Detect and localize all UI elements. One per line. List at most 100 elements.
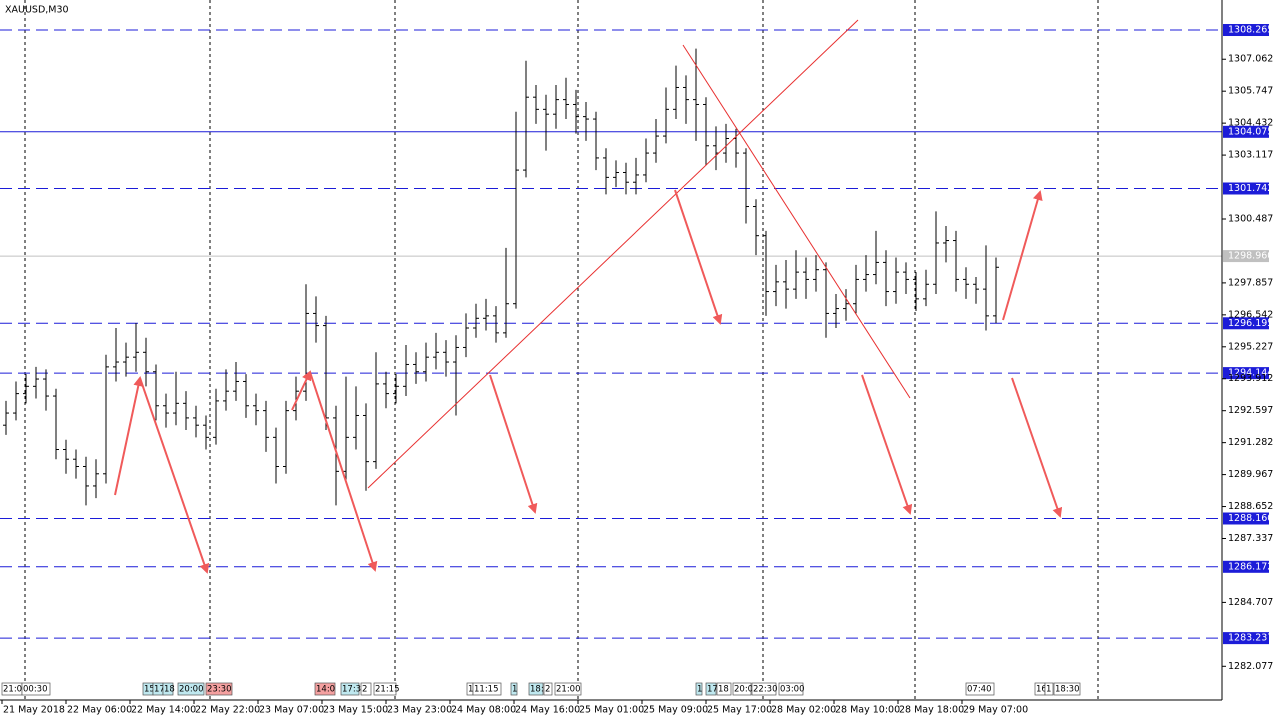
event-box	[162, 682, 174, 696]
event-box	[554, 682, 582, 696]
event-label: 18:	[530, 685, 544, 695]
event-box	[510, 682, 518, 696]
y-tick-label: 1297.857	[1228, 277, 1273, 288]
level-label-box	[1223, 24, 1269, 37]
event-label: 21:00	[556, 685, 581, 695]
x-tick-label: 23 May 15:00	[323, 705, 388, 716]
x-tick-label: 25 May 17:00	[707, 705, 772, 716]
chart-title: XAUUSD,M30	[5, 5, 69, 16]
event-label: 18	[164, 685, 175, 695]
level-label: 1294.144	[1228, 368, 1273, 379]
x-tick-label: 25 May 09:00	[643, 705, 708, 716]
event-box	[778, 682, 804, 696]
event-label: 14:0	[316, 685, 335, 695]
event-label: 16	[1036, 685, 1047, 695]
event-box	[205, 682, 233, 696]
y-tick-label: 1296.542	[1228, 309, 1273, 320]
event-box	[716, 682, 732, 696]
event-label: 23:30	[207, 685, 232, 695]
level-label: 1301.742	[1228, 183, 1273, 194]
y-tick-label: 1303.117	[1228, 150, 1273, 161]
event-box	[732, 682, 752, 696]
level-label-box	[1223, 512, 1269, 525]
drawings	[114, 19, 1063, 574]
event-box	[965, 682, 995, 696]
x-tick-label: 28 May 10:00	[835, 705, 900, 716]
event-box	[177, 682, 205, 696]
level-label: 1296.195	[1228, 318, 1273, 329]
event-label: 00:30	[23, 685, 48, 695]
event-label: 1	[512, 685, 517, 695]
event-label: 21:0	[3, 685, 22, 695]
event-label: 20:00	[179, 685, 204, 695]
y-tick-label: 1284.707	[1228, 597, 1273, 608]
level-label: 1308.265	[1228, 25, 1273, 36]
y-tick-label: 1295.227	[1228, 341, 1273, 352]
event-label: 21:15	[375, 685, 400, 695]
x-tick-label: 24 May 08:00	[451, 705, 516, 716]
event-label: 2	[545, 685, 550, 695]
y-tick-label: 1282.077	[1228, 661, 1273, 672]
x-tick-label: 23 May 07:00	[259, 705, 324, 716]
event-box	[695, 682, 703, 696]
event-box	[340, 682, 360, 696]
level-label-box	[1223, 250, 1269, 263]
event-box	[314, 682, 336, 696]
x-tick-label: 23 May 23:00	[387, 705, 452, 716]
event-label: 1	[1046, 685, 1051, 695]
level-label-box	[1223, 632, 1269, 645]
event-label: 2	[362, 685, 367, 695]
event-label: 17	[707, 685, 718, 695]
x-tick-label: 24 May 16:00	[515, 705, 580, 716]
level-label-box	[1223, 125, 1269, 138]
event-label: 22:30	[753, 685, 778, 695]
x-tick-label: 25 May 01:00	[579, 705, 644, 716]
y-tick-label: 1292.597	[1228, 405, 1273, 416]
event-label: 03:00	[780, 685, 805, 695]
event-box	[705, 682, 717, 696]
event-label: 1	[697, 685, 702, 695]
event-label: 18:30	[1055, 685, 1080, 695]
event-label: 20:0	[734, 685, 753, 695]
event-box	[21, 682, 51, 696]
level-label-box	[1223, 182, 1269, 195]
event-box	[751, 682, 777, 696]
event-label: 11:15	[474, 685, 499, 695]
level-label: 1283.237	[1228, 633, 1273, 644]
y-tick-label: 1289.967	[1228, 469, 1273, 480]
y-tick-label: 1288.652	[1228, 501, 1273, 512]
x-tick-label: 22 May 06:00	[67, 705, 132, 716]
event-box	[528, 682, 544, 696]
event-label: 17	[154, 685, 165, 695]
event-label: 15	[144, 685, 155, 695]
event-box	[373, 682, 397, 696]
y-tick-label: 1287.337	[1228, 533, 1273, 544]
event-box	[472, 682, 502, 696]
x-tick-label: 22 May 22:00	[195, 705, 260, 716]
event-box	[1053, 682, 1081, 696]
level-label: 1288.160	[1228, 513, 1273, 524]
event-box	[543, 682, 553, 696]
y-tick-label: 1291.282	[1228, 437, 1273, 448]
y-tick-label: 1307.062	[1228, 54, 1273, 65]
y-tick-label: 1293.912	[1228, 373, 1273, 384]
level-label-box	[1223, 317, 1269, 330]
level-label: 1286.172	[1228, 561, 1273, 572]
x-tick-label: 21 May 2018	[3, 705, 65, 716]
y-tick-label: 1304.432	[1228, 118, 1273, 129]
levels: 1308.265 1304.075 1301.742 1298.960 1296.195…	[0, 24, 1273, 645]
event-label: 1	[468, 685, 473, 695]
x-tick-label: 28 May 18:00	[899, 705, 964, 716]
event-label: 07:40	[967, 685, 992, 695]
event-label: 18	[718, 685, 729, 695]
x-tick-label: 28 May 02:00	[771, 705, 836, 716]
x-tick-label: 22 May 14:00	[131, 705, 196, 716]
y-tick-label: 1305.747	[1228, 86, 1273, 97]
level-label-box	[1223, 560, 1269, 573]
level-label-box	[1223, 367, 1269, 380]
event-box	[1044, 682, 1054, 696]
bars	[3, 48, 999, 506]
x-tick-label: 29 May 07:00	[963, 705, 1028, 716]
